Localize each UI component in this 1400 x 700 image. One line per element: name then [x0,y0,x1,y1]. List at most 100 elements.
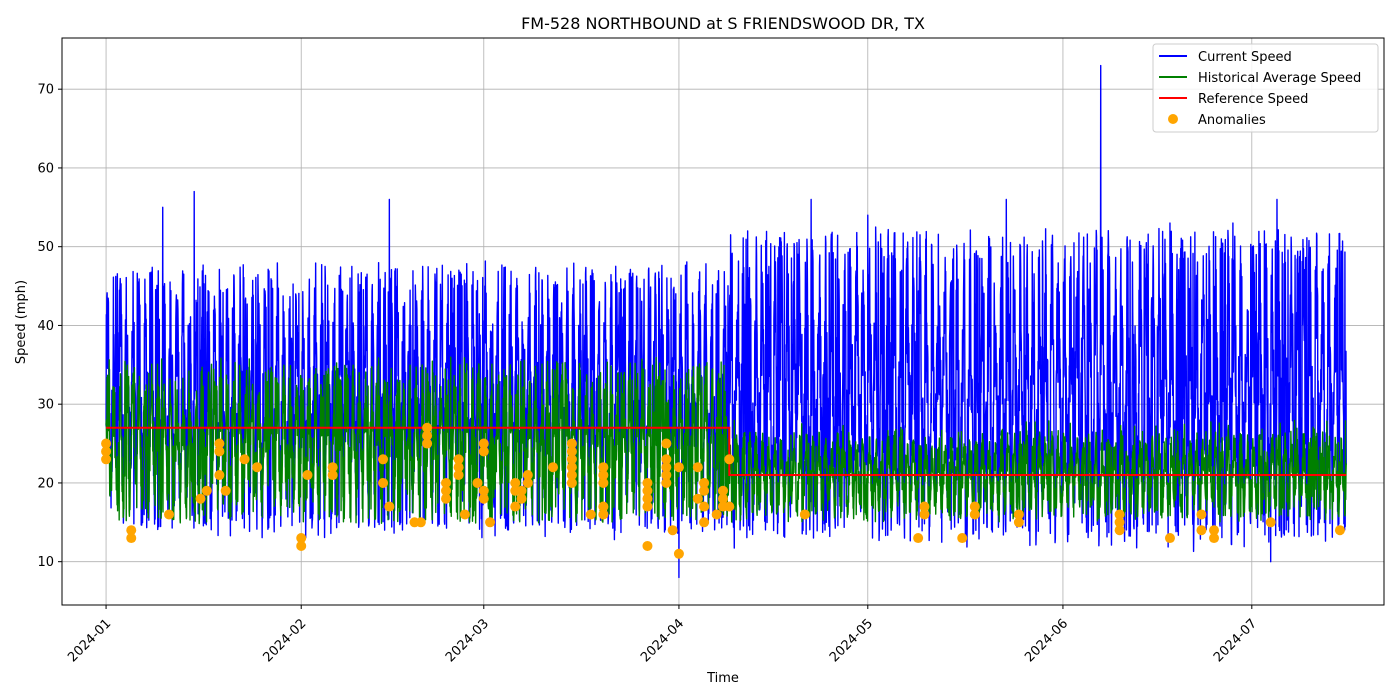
anomaly-point [548,462,559,473]
anomaly-point [478,438,489,449]
y-tick-label: 60 [37,161,54,176]
anomaly-point [913,533,924,544]
anomaly-point [718,485,728,496]
anomaly-point [642,540,653,551]
anomaly-point [239,454,250,465]
plot-area [101,64,1347,579]
anomaly-point [673,462,684,473]
legend-label-current-speed: Current Speed [1198,50,1292,65]
anomaly-point [642,501,653,512]
anomaly-point [957,533,968,544]
anomaly-point [969,501,980,512]
anomaly-point [642,477,653,488]
anomaly-point [661,462,672,473]
anomaly-point [1196,525,1207,536]
anomaly-point [453,462,464,473]
anomaly-point [661,477,672,488]
series-line-reference-speed [106,426,1347,477]
anomaly-point [516,485,527,496]
anomaly-point [220,485,231,496]
anomaly-point [718,493,728,504]
anomaly-point [598,501,609,512]
anomaly-point [459,509,470,520]
x-axis-label: Time [706,671,739,686]
anomaly-point [699,501,710,512]
anomaly-point [642,485,653,496]
anomaly-point [711,509,722,520]
anomaly-point [422,422,433,433]
anomaly-point [598,462,609,473]
anomaly-point [598,509,609,520]
anomaly-point [415,517,426,528]
anomaly-point [478,485,489,496]
series-line-historical-average [105,356,1347,525]
anomaly-point [214,438,225,449]
anomaly-point [441,485,452,496]
anomaly-point [195,493,206,504]
anomaly-point [1196,509,1207,520]
anomaly-point [642,493,653,504]
anomaly-point [566,470,577,481]
anomaly-point [1334,525,1345,536]
anomaly-point [566,438,577,449]
legend-swatch-anomalies [1168,114,1178,124]
anomaly-point [1114,517,1125,528]
anomaly-point [422,430,433,441]
anomaly-point [252,462,263,473]
anomaly-point [661,454,672,465]
anomaly-point [201,485,212,496]
anomaly-point [302,470,313,481]
anomaly-point [327,462,338,473]
anomaly-point [585,509,596,520]
legend-box [1152,43,1379,133]
y-tick-label: 70 [37,83,54,98]
anomaly-point [799,509,810,520]
anomaly-point [384,501,395,512]
anomaly-point [101,446,112,457]
anomaly-point [566,454,577,465]
anomaly-point [1209,533,1220,544]
anomaly-point [516,493,527,504]
anomaly-point [214,470,225,481]
anomaly-point [566,462,577,473]
anomaly-point [673,548,684,559]
anomaly-point [510,501,521,512]
anomaly-point [699,517,710,528]
y-tick-label: 40 [37,319,54,334]
series-line-current-speed [105,64,1347,579]
anomaly-point [478,493,489,504]
anomaly-point [699,477,710,488]
anomaly-point [692,493,703,504]
anomaly-point [1114,525,1125,536]
anomaly-point [522,470,533,481]
anomaly-point [296,533,307,544]
anomaly-point [661,438,672,449]
anomaly-point [441,493,452,504]
anomaly-point [969,509,980,520]
anomaly-point [724,501,735,512]
anomaly-point [566,446,577,457]
plot-frame [61,37,1385,606]
anomaly-point [1209,525,1220,536]
anomaly-point [919,501,930,512]
anomaly-point [1114,509,1125,520]
anomaly-point [667,525,678,536]
anomaly-point [422,438,433,449]
legend-label-historical-average: Historical Average Speed [1198,71,1361,86]
anomaly-point [661,470,672,481]
anomaly-point [478,446,489,457]
anomaly-point [472,477,483,488]
chart-title: FM-528 NORTHBOUND at S FRIENDSWOOD DR, T… [521,14,925,33]
anomaly-point [164,509,175,520]
anomaly-point [441,477,452,488]
anomaly-point [566,477,577,488]
y-axis-label: Speed (mph) [14,280,29,364]
anomaly-point [522,477,533,488]
anomaly-point [296,540,307,551]
legend-label-reference-speed: Reference Speed [1198,92,1308,107]
y-tick-label: 10 [37,555,54,570]
anomaly-point [598,477,609,488]
anomaly-point [598,470,609,481]
anomaly-point [1013,517,1024,528]
